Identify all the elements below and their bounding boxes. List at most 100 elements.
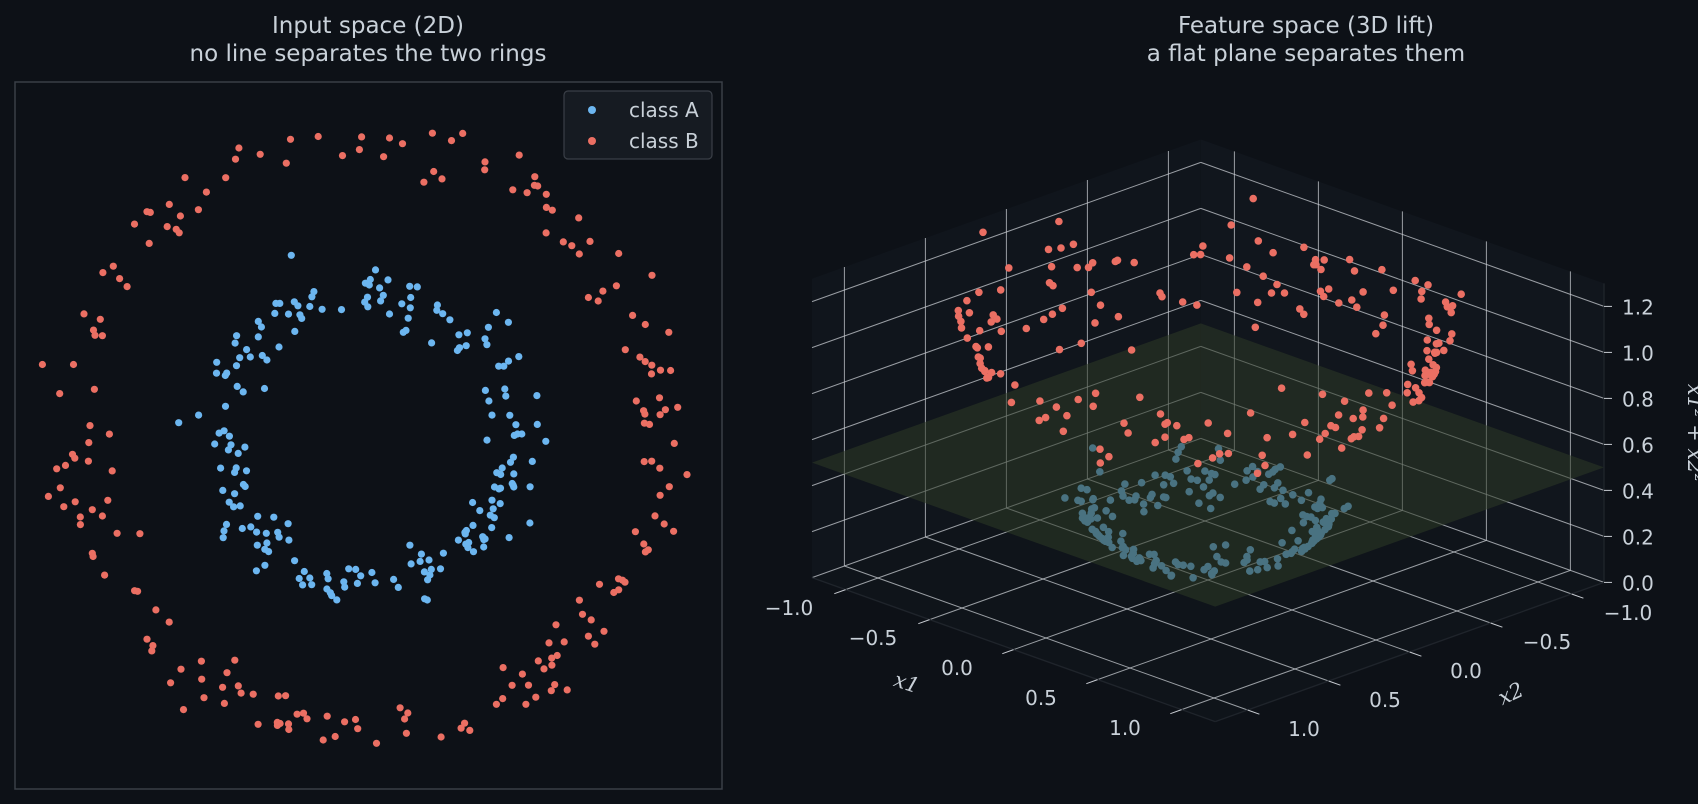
point-class-b (197, 657, 205, 665)
y-tick-mark (1490, 622, 1503, 628)
point-class-b (165, 618, 173, 626)
point-class-a (502, 392, 510, 400)
point3d-class-b (1423, 336, 1432, 344)
point-class-b (181, 174, 189, 182)
point3d-class-b (996, 286, 1005, 294)
point-class-a (390, 575, 398, 584)
point-class-b (548, 206, 556, 214)
point-class-b (69, 360, 78, 369)
z-tick-label: 0.2 (1622, 525, 1654, 549)
point3d-class-b (1379, 321, 1387, 330)
point-class-b (108, 467, 116, 475)
point-class-a (247, 523, 255, 531)
point-class-b (338, 152, 347, 160)
point3d-class-b (1178, 298, 1187, 306)
point-class-a (436, 565, 445, 573)
point-class-b (648, 271, 656, 279)
point3d-class-b (996, 370, 1005, 378)
point-class-a (254, 333, 262, 341)
point-class-b (612, 282, 621, 290)
point3d-class-b (1047, 262, 1056, 271)
point-class-b (116, 275, 124, 283)
point-class-b (665, 328, 673, 336)
point-class-b (563, 686, 571, 694)
separating-plane (812, 323, 1604, 607)
point-class-b (499, 695, 507, 703)
point-class-b (640, 540, 648, 548)
point-class-b (584, 632, 593, 640)
point-class-b (136, 530, 144, 538)
point3d-class-b (1350, 267, 1359, 275)
point-class-b (655, 394, 664, 402)
x-tick-label: 0.0 (941, 656, 973, 680)
point3d-class-b (965, 309, 974, 317)
point3d-class-b (1251, 323, 1260, 332)
point3d-class-b (1372, 329, 1380, 338)
point3d-class-b (1432, 326, 1441, 335)
y-tick-mark (1247, 709, 1260, 715)
point-class-b (299, 709, 308, 717)
point-class-a (379, 291, 387, 299)
y-axis-label: x2 (1494, 678, 1527, 710)
x-tick-mark (1086, 679, 1098, 685)
point3d-class-b (1409, 398, 1417, 406)
point-class-a (246, 353, 254, 361)
wall-gridline (1200, 207, 1605, 353)
point-class-a (439, 310, 447, 318)
point-class-b (674, 403, 682, 411)
point-class-b (531, 173, 539, 181)
point-class-a (234, 449, 242, 457)
point-class-a (275, 343, 283, 351)
wall-gridline (811, 253, 1201, 395)
legend-marker-class-a (588, 106, 596, 114)
point-class-a (225, 432, 233, 440)
point-class-a (262, 529, 270, 537)
point3d-class-b (981, 367, 989, 376)
point-class-b (177, 665, 185, 673)
point-class-a (526, 519, 534, 527)
point-class-a (253, 528, 261, 536)
point3d-class-b (1359, 406, 1367, 414)
point-class-b (647, 370, 656, 378)
point-class-a (227, 441, 235, 449)
point-class-b (274, 692, 282, 700)
point-class-b (323, 712, 331, 720)
x-tick-mark (918, 619, 930, 625)
point-class-b (148, 647, 156, 655)
point-class-b (202, 188, 210, 196)
point3d-class-b (1193, 301, 1201, 309)
point3d-class-b (1077, 339, 1086, 348)
point-class-a (318, 305, 326, 313)
point-class-b (586, 237, 594, 245)
point3d-class-b (1055, 217, 1063, 226)
point-class-a (340, 578, 348, 586)
point-class-b (355, 146, 363, 154)
point3d-class-b (1196, 250, 1205, 259)
point-class-b (656, 464, 664, 472)
point3d-class-b (1069, 240, 1078, 249)
point-class-b (143, 635, 151, 643)
point-class-a (504, 318, 512, 326)
point3d-class-b (1349, 414, 1357, 423)
point-class-b (667, 366, 675, 375)
point-class-a (284, 520, 292, 528)
wall-gridline (1200, 253, 1605, 399)
point-class-b (523, 189, 531, 197)
point-class-b (591, 640, 599, 648)
floor-gridline (925, 536, 1329, 682)
point-class-b (86, 422, 94, 430)
point3d-class-b (1423, 346, 1431, 355)
point-class-b (98, 332, 106, 340)
point3d-class-b (1022, 324, 1031, 333)
point3d-class-b (1105, 452, 1113, 461)
point-class-a (254, 317, 262, 325)
point3d-class-b (1055, 345, 1064, 354)
point-class-b (594, 297, 602, 305)
point-class-b (641, 320, 649, 329)
point3d-class-b (1348, 296, 1356, 304)
point3d-class-b (1243, 263, 1251, 271)
point-class-a (483, 436, 491, 444)
point-class-b (385, 134, 394, 142)
point-class-a (483, 341, 491, 349)
point-class-a (453, 346, 461, 355)
